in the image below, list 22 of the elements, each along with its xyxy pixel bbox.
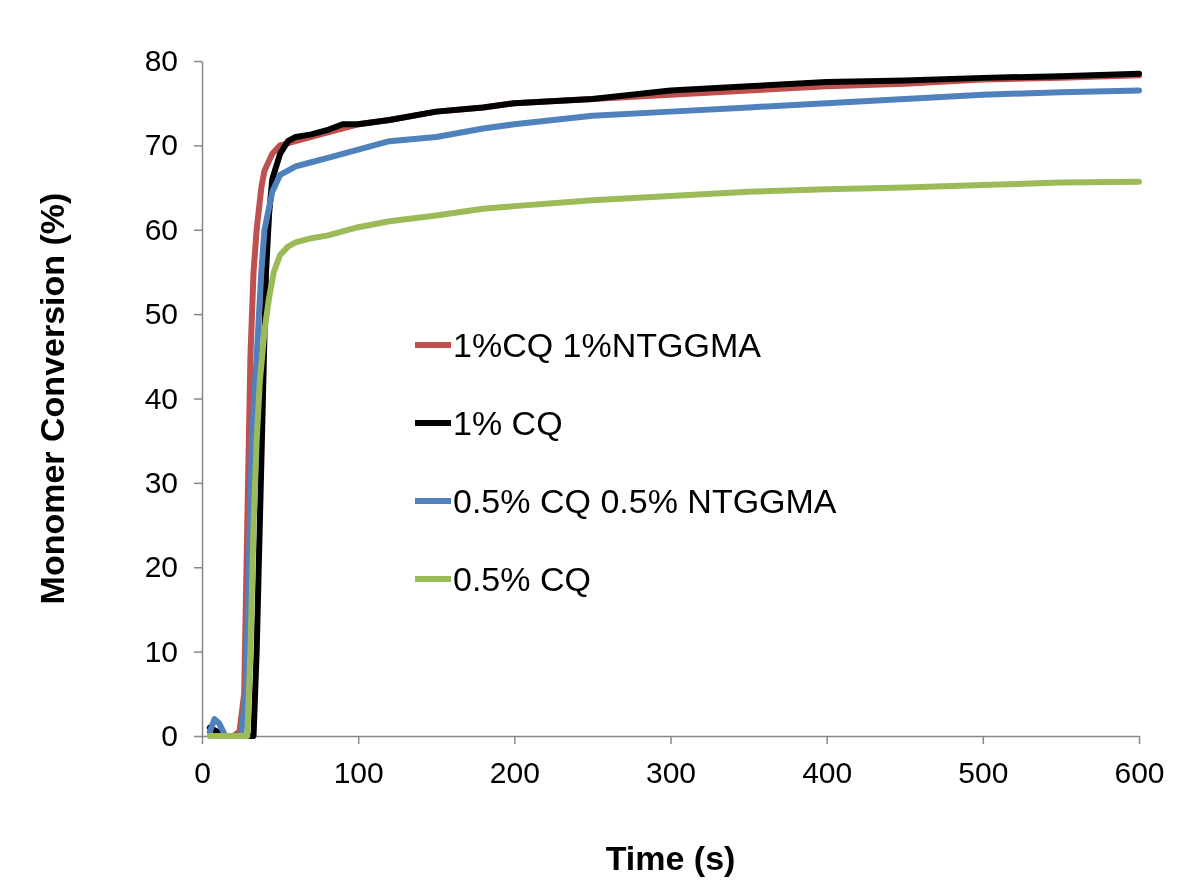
x-tick-label: 400 <box>802 756 853 789</box>
x-tick-label: 600 <box>1114 756 1165 789</box>
legend-label: 1%CQ 1%NTGGMA <box>453 325 762 364</box>
legend-label: 0.5% CQ <box>453 559 591 598</box>
x-tick-label: 0 <box>194 756 211 789</box>
x-tick-label: 300 <box>645 756 697 789</box>
y-tick-label: 50 <box>144 297 178 331</box>
x-tick-label: 100 <box>333 756 384 789</box>
legend-label: 1% CQ <box>453 403 563 442</box>
y-tick-label: 30 <box>144 465 178 499</box>
x-tick-label: 500 <box>958 756 1009 789</box>
x-axis-title: Time (s) <box>605 839 736 877</box>
y-tick-label: 60 <box>144 212 178 246</box>
y-tick-label: 10 <box>144 634 178 668</box>
legend-label: 0.5% CQ 0.5% NTGGMA <box>453 481 837 520</box>
y-tick-label: 20 <box>144 550 178 584</box>
y-tick-label: 70 <box>144 128 178 162</box>
x-tick-label: 200 <box>489 756 540 789</box>
y-axis-title: Monomer Conversion (%) <box>33 192 71 605</box>
y-tick-label: 40 <box>144 381 178 415</box>
y-tick-label: 80 <box>144 44 178 78</box>
y-tick-label: 0 <box>161 719 178 753</box>
